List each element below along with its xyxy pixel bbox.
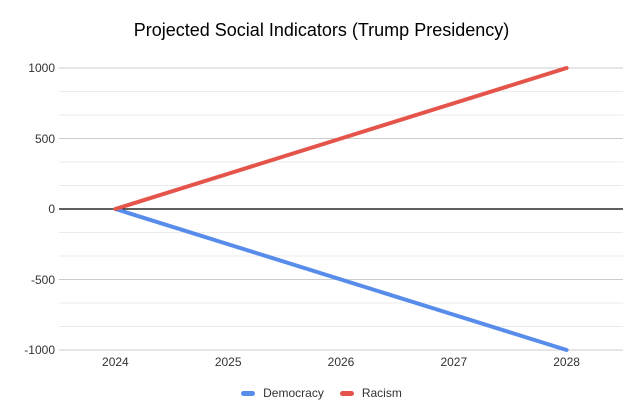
y-tick-label: 0 bbox=[48, 202, 55, 216]
chart-title: Projected Social Indicators (Trump Presi… bbox=[133, 20, 510, 40]
legend-item-racism: Racism bbox=[339, 386, 402, 400]
series-line-racism bbox=[113, 66, 569, 211]
legend-swatch-icon bbox=[241, 390, 256, 396]
y-tick-label: -500 bbox=[30, 272, 55, 287]
legend: Democracy Racism bbox=[0, 386, 643, 400]
legend-label: Democracy bbox=[263, 386, 324, 400]
legend-item-democracy: Democracy bbox=[241, 386, 324, 400]
x-tick-label: 2027 bbox=[440, 355, 468, 369]
series-line-democracy bbox=[113, 207, 569, 352]
legend-label: Racism bbox=[361, 386, 402, 400]
y-tick-label: -1000 bbox=[24, 343, 55, 357]
x-tick-label: 2026 bbox=[327, 355, 355, 369]
x-tick-label: 2028 bbox=[553, 355, 580, 369]
y-tick-label: 500 bbox=[34, 131, 55, 146]
legend-swatch-icon bbox=[339, 390, 354, 396]
x-tick-label: 2025 bbox=[214, 355, 242, 369]
x-tick-label: 2024 bbox=[102, 355, 129, 369]
y-tick-label: 1000 bbox=[28, 61, 55, 75]
